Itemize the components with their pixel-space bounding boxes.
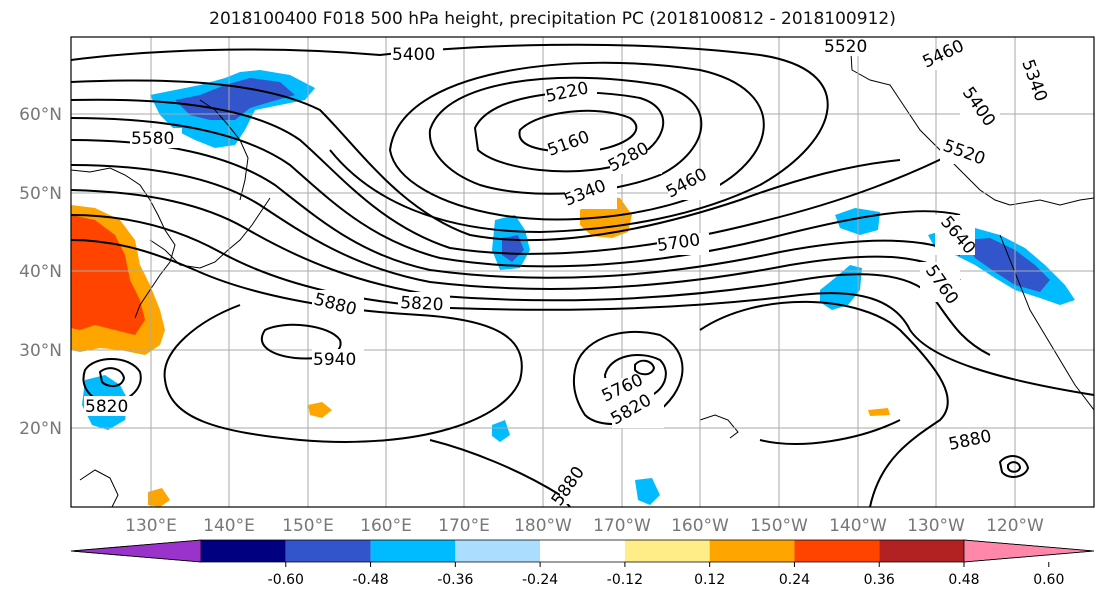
lon-label: 180°W bbox=[514, 516, 572, 536]
lon-label: 160°E bbox=[360, 516, 412, 536]
lon-label: 170°E bbox=[438, 516, 490, 536]
height-contours bbox=[71, 43, 1094, 507]
contour-typhoon-inner bbox=[98, 367, 126, 388]
contour-5820-south bbox=[429, 439, 571, 507]
contour-5400 bbox=[71, 43, 829, 234]
colorbar-segment bbox=[624, 540, 710, 562]
colorbar-segment bbox=[794, 540, 880, 562]
lon-label: 140°W bbox=[829, 516, 887, 536]
colorbar: -0.60 -0.48 -0.36 -0.24 -0.12 0.12 0.24 0.36 0.4… bbox=[70, 539, 1095, 588]
contour-label: 5580 bbox=[131, 129, 174, 149]
contour-label: 5820 bbox=[85, 397, 128, 417]
contour-5820 bbox=[71, 214, 1094, 396]
precip-area-west-coast-core bbox=[965, 238, 1050, 292]
contour-east-low-inner bbox=[1007, 461, 1022, 473]
contour-typhoon-outer bbox=[82, 358, 142, 404]
colorbar-tick-label: -0.48 bbox=[352, 572, 388, 588]
precip-area-kamchatka-core bbox=[175, 78, 295, 120]
contour-5280 bbox=[428, 76, 703, 195]
contour-5160 bbox=[518, 109, 638, 154]
precip-area-small-2 bbox=[635, 478, 660, 505]
colorbar-segment bbox=[879, 540, 964, 562]
precip-area-small-1 bbox=[308, 402, 332, 418]
colorbar-segment bbox=[455, 540, 541, 562]
colorbar-segment bbox=[540, 540, 625, 562]
colorbar-tick-label: -0.36 bbox=[437, 572, 473, 588]
precip-area-ne-pacific bbox=[820, 265, 862, 310]
lon-label: 170°W bbox=[593, 516, 651, 536]
lon-label: 120°W bbox=[986, 516, 1044, 536]
colorbar-segment bbox=[370, 540, 456, 562]
contour-5520 bbox=[71, 98, 961, 255]
contour-label: 5940 bbox=[313, 350, 356, 370]
lon-label: 150°E bbox=[282, 516, 334, 536]
lon-label: 130°E bbox=[125, 516, 177, 536]
colorbar-tick-label: 0.36 bbox=[864, 572, 895, 588]
longitude-labels: 130°E 140°E 150°E 160°E 170°E 180°W 170°… bbox=[125, 516, 1044, 536]
contour-label: 5820 bbox=[400, 293, 444, 315]
colorbar-tick-label: 0.48 bbox=[948, 572, 979, 588]
contour-label: 5400 bbox=[392, 45, 435, 65]
precip-area-small-4 bbox=[148, 488, 170, 507]
lat-label: 30°N bbox=[19, 341, 62, 361]
latitude-labels: 60°N 50°N 40°N 30°N 20°N bbox=[19, 105, 62, 439]
colorbar-tick-label: 0.12 bbox=[694, 572, 725, 588]
contour-5700 bbox=[71, 164, 961, 290]
colorbar-segment bbox=[201, 540, 286, 562]
precip-area-small-5 bbox=[868, 408, 890, 416]
contour-5340 bbox=[388, 61, 765, 221]
contour-east-low-outer bbox=[998, 455, 1030, 478]
lat-label: 40°N bbox=[19, 262, 62, 282]
precip-area-east-asia-core bbox=[71, 215, 145, 335]
contour-5580 bbox=[71, 117, 961, 268]
lon-label: 140°E bbox=[203, 516, 255, 536]
contour-5640 bbox=[71, 139, 961, 279]
colorbar-tick-label: 0.60 bbox=[1033, 572, 1064, 588]
lat-label: 60°N bbox=[19, 105, 62, 125]
colorbar-segment bbox=[285, 540, 371, 562]
contour-5820-low bbox=[572, 330, 684, 426]
contour-low-center bbox=[634, 359, 656, 376]
colorbar-tick-label: -0.60 bbox=[268, 572, 304, 588]
lon-label: 130°W bbox=[907, 516, 965, 536]
contour-5880 bbox=[71, 239, 523, 443]
lon-label: 160°W bbox=[671, 516, 729, 536]
colorbar-extend-low bbox=[70, 539, 202, 563]
contour-5880-east bbox=[699, 300, 949, 507]
colorbar-tick-label: -0.12 bbox=[607, 572, 643, 588]
contour-5460 bbox=[71, 79, 901, 242]
map-frame bbox=[70, 36, 1095, 508]
precip-area-mid-pacific-core bbox=[502, 235, 524, 262]
map-title: 2018100400 F018 500 hPa height, precipit… bbox=[209, 9, 896, 29]
colorbar-segment bbox=[709, 540, 795, 562]
contour-5220 bbox=[473, 91, 665, 173]
colorbar-frame bbox=[70, 539, 1095, 563]
colorbar-extend-high bbox=[963, 539, 1095, 563]
precip-area-small-3 bbox=[492, 420, 510, 442]
contour-5880-south bbox=[759, 419, 901, 445]
contour-label: 5520 bbox=[824, 37, 867, 57]
lat-label: 20°N bbox=[19, 419, 62, 439]
lon-label: 150°W bbox=[750, 516, 808, 536]
colorbar-tick-label: 0.24 bbox=[779, 572, 810, 588]
contour-labels: 5400 5520 5460 5340 5400 5220 5160 5580 … bbox=[84, 36, 1051, 510]
colorbar-tick-label: -0.24 bbox=[522, 572, 558, 588]
lat-label: 50°N bbox=[19, 184, 62, 204]
